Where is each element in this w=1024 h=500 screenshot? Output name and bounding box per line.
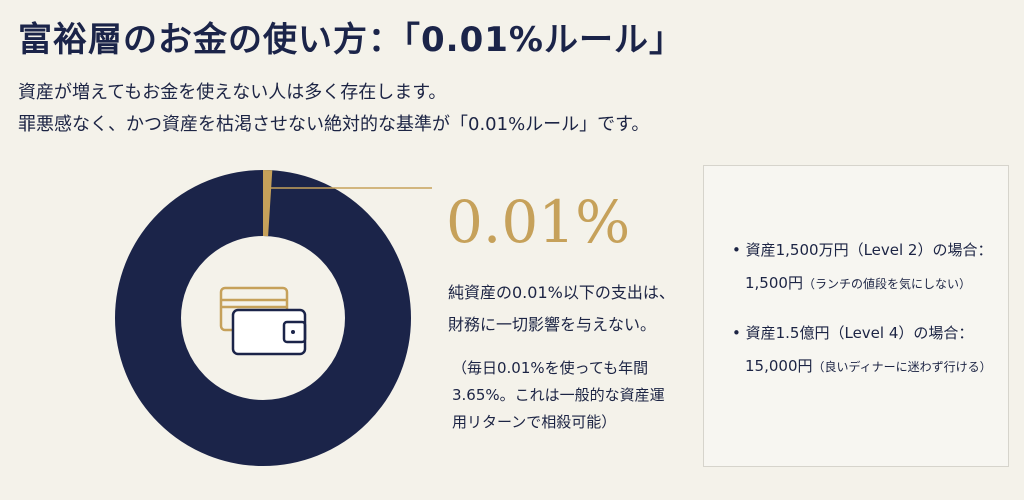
example-amount: 1,500円（ランチの値段を気にしない） bbox=[745, 272, 971, 293]
highlight-figure: 0.01% bbox=[446, 188, 631, 256]
amount: 1,500円 bbox=[745, 274, 803, 292]
statement: 財務に一切影響を与えない。 bbox=[448, 315, 657, 334]
statement: 純資産の0.01%以下の支出は、 bbox=[448, 283, 675, 302]
example-label: • 資産1.5億円（Level 4）の場合： bbox=[732, 324, 974, 342]
note: 用リターンで相殺可能） bbox=[452, 413, 617, 431]
examples-box bbox=[703, 165, 1009, 467]
example-label-text: 資産1,500万円（Level 2）の場合： bbox=[745, 241, 993, 259]
note: 3.65%。これは一般的な資産運 bbox=[452, 386, 665, 404]
note: （毎日0.01%を使っても年間 bbox=[452, 359, 649, 377]
donut-graphic bbox=[115, 170, 432, 466]
comment: （ランチの値段を気にしない） bbox=[802, 277, 971, 291]
example-label: • 資産1,500万円（Level 2）の場合： bbox=[732, 241, 993, 259]
wallet-icon bbox=[219, 286, 307, 356]
comment: （良いディナーに迷わず行ける） bbox=[812, 360, 992, 374]
example-label-text: 資産1.5億円（Level 4）の場合： bbox=[745, 324, 974, 342]
donut-slice bbox=[263, 170, 273, 237]
description: 罪悪感なく、かつ資産を枯渇させない絶対的な基準が「0.01%ルール」です。 bbox=[18, 114, 650, 135]
description: 資産が増えてもお金を使えない人は多く存在します。 bbox=[18, 82, 447, 103]
title: 富裕層のお金の使い方：「0.01%ルール」 bbox=[18, 20, 684, 60]
example-amount: 15,000円（良いディナーに迷わず行ける） bbox=[745, 355, 992, 376]
amount: 15,000円 bbox=[745, 357, 813, 375]
